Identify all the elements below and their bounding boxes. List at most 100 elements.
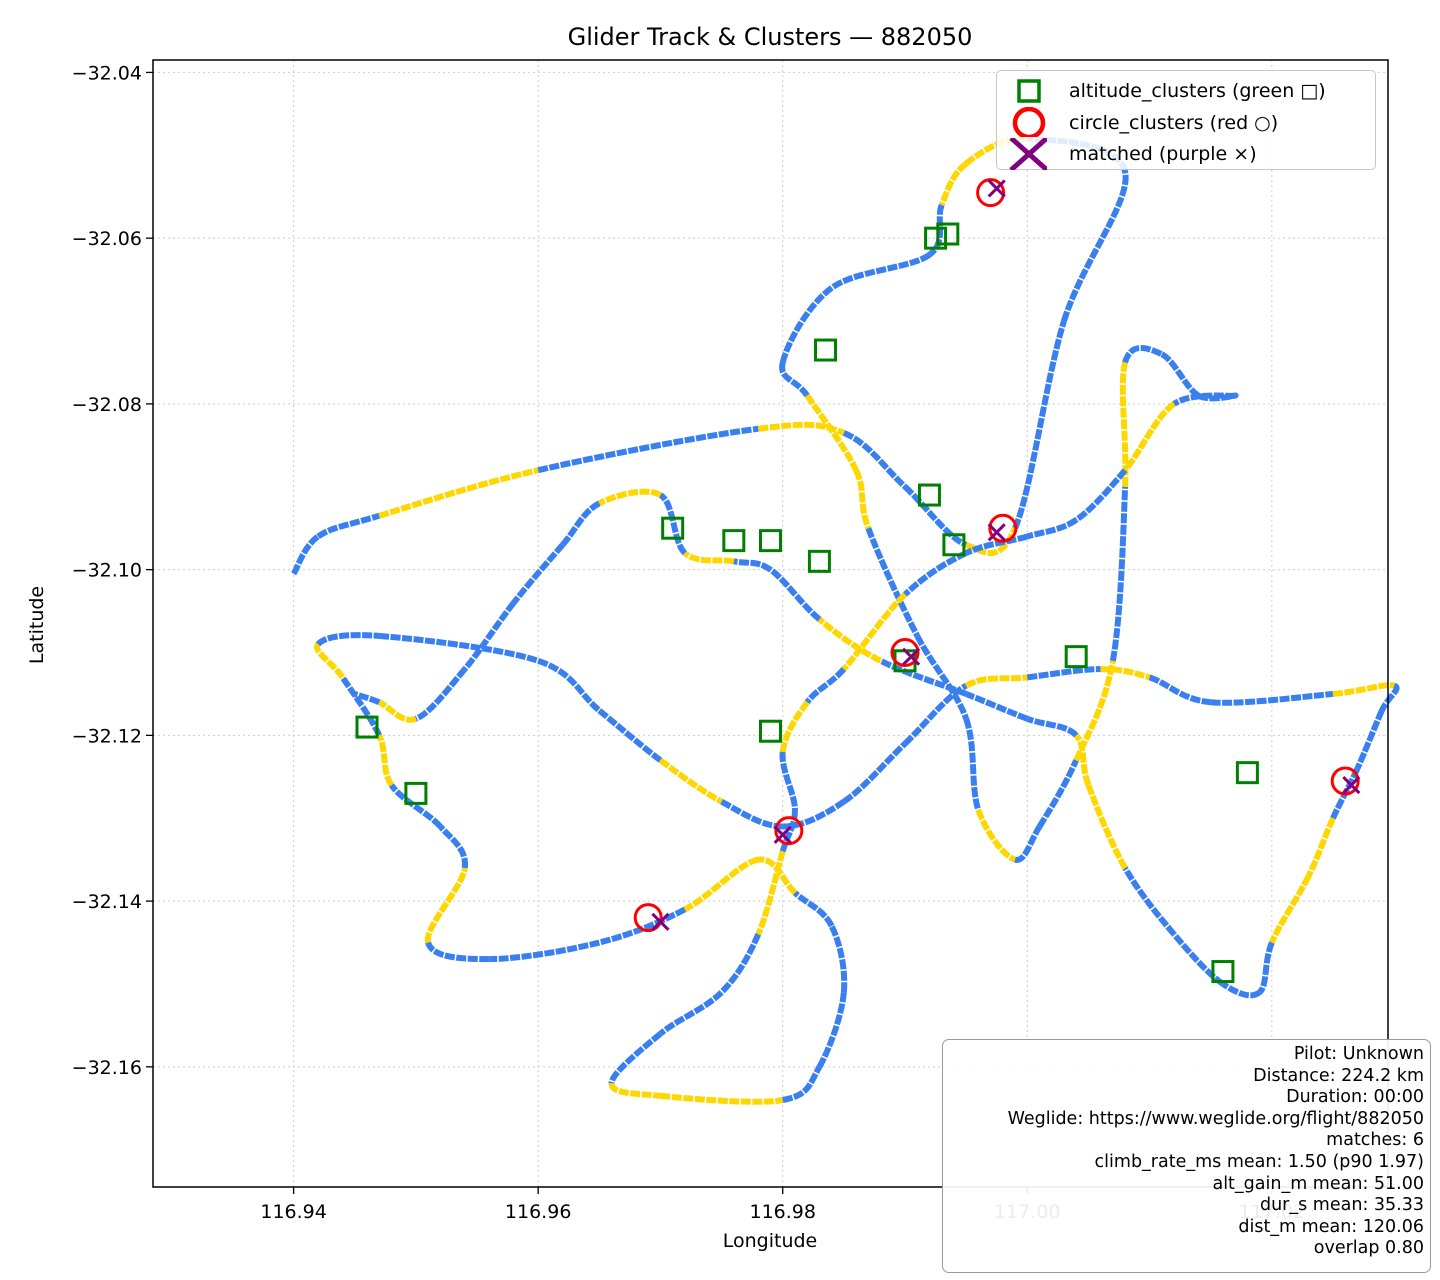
track-segment [755,850,786,936]
legend-item-altitude-clusters: altitude_clusters (green □) [997,75,1375,105]
track-segment [462,600,517,672]
track-segment [938,161,969,207]
circle-cluster-marker [976,178,1006,208]
track-segment [768,567,822,622]
circle-cluster-marker [1330,766,1360,796]
track-segment [378,632,540,664]
altitude-cluster-marker [404,781,428,805]
track-segment [1172,392,1237,407]
track-segment [842,741,908,805]
info-weglide-link[interactable]: Weglide: https://www.weglide.org/flight/… [1007,1108,1424,1129]
altitude-cluster-marker [942,533,966,557]
track-segment [313,642,346,680]
altitude-cluster-marker [1211,960,1235,984]
altitude-cluster-marker [1235,761,1259,785]
altitude-cluster-marker [759,719,782,743]
track-segment [975,808,1017,863]
track-segment [1122,866,1177,937]
track-segment [682,550,735,565]
track-segment [829,252,932,291]
track-segment [879,658,968,697]
track-segment [340,675,382,737]
track-segment [804,393,859,472]
track-segment [779,700,810,753]
track-segment [792,890,835,928]
info-distance: Distance: 224.2 km [1253,1065,1424,1086]
track-segment [608,1031,663,1085]
matched-marker [987,523,1006,542]
circle-cluster-marker [988,513,1018,543]
altitude-cluster-marker [1064,645,1088,669]
track-segment [1012,320,1067,530]
track-segment [720,799,783,830]
track-segment [816,991,847,1069]
y-tick-label: −32.04 [72,62,142,84]
y-axis-ticks: −32.04 −32.06 −32.08 −32.10 −32.12 −32.14 −32.… [72,62,153,1079]
track-segment [1122,344,1164,364]
track-segment [425,941,490,963]
track-segment [902,550,968,597]
track-segment [719,933,762,995]
y-tick-label: −32.10 [72,560,142,582]
track-segment [376,734,395,787]
altitude-cluster-marker [936,222,960,246]
altitude-cluster-marker [807,549,831,573]
track-segment [1073,733,1092,787]
track-segment [914,634,969,720]
x-tick-label: 116.98 [749,1201,815,1223]
cluster-markers [355,178,1361,984]
track-segment [964,674,1028,689]
y-tick-label: −32.08 [72,394,142,416]
track-segment [377,699,417,723]
circle-cluster-marker [633,903,663,933]
purple-x-icon [1009,138,1047,170]
track-segment [1100,666,1151,681]
altitude-cluster-marker [759,529,782,553]
track-segment [660,1092,784,1105]
track-segment [1148,674,1212,706]
track-segment [779,751,798,811]
legend-item-circle-clusters: circle_clusters (red ○) [997,107,1375,137]
legend: altitude_clusters (green □) circle_clust… [996,70,1376,170]
track-segment [1257,941,1275,995]
info-distance-mean: dist_m mean: 120.06 [1238,1216,1424,1237]
y-tick-label: −32.14 [72,891,142,913]
y-tick-label: −32.06 [72,228,142,250]
matched-marker [987,179,1006,198]
matched-marker [651,912,670,931]
info-matches: matches: 6 [1326,1130,1424,1151]
red-circle-icon [1012,107,1046,137]
track-segment [804,667,847,705]
flight-track [290,135,1400,1105]
matched-marker [902,647,921,666]
track-segment [1160,351,1201,399]
track-segment [1354,709,1385,770]
track-segment [1085,784,1128,870]
track-segment [865,527,920,638]
track-segment [1221,981,1262,999]
track-segment [902,683,968,746]
track-segment [1014,824,1043,863]
x-axis-label: Longitude [723,1230,818,1252]
info-pilot: Pilot: Unknown [1293,1044,1424,1064]
track-segment [290,534,320,576]
track-segment [733,558,773,573]
track-segment [353,691,381,706]
track-segment [842,430,908,489]
matched-marker [1342,776,1361,795]
track-segment [1332,682,1396,697]
info-climb-rate: climb_rate_ms mean: 1.50 (p90 1.97) [1094,1151,1424,1172]
track-segment [1379,682,1400,712]
track-segment [779,285,834,364]
track-segment [1073,660,1116,762]
track-segment [1061,171,1129,322]
track-segment [537,425,759,474]
track-segment [511,542,565,605]
circle-cluster-marker [774,816,804,846]
track-segment [927,203,945,258]
track-segment [1269,874,1312,944]
track-segment [779,361,810,398]
track-segment [853,468,872,530]
track-segment [1109,486,1129,662]
grid-lines [153,60,1388,1187]
